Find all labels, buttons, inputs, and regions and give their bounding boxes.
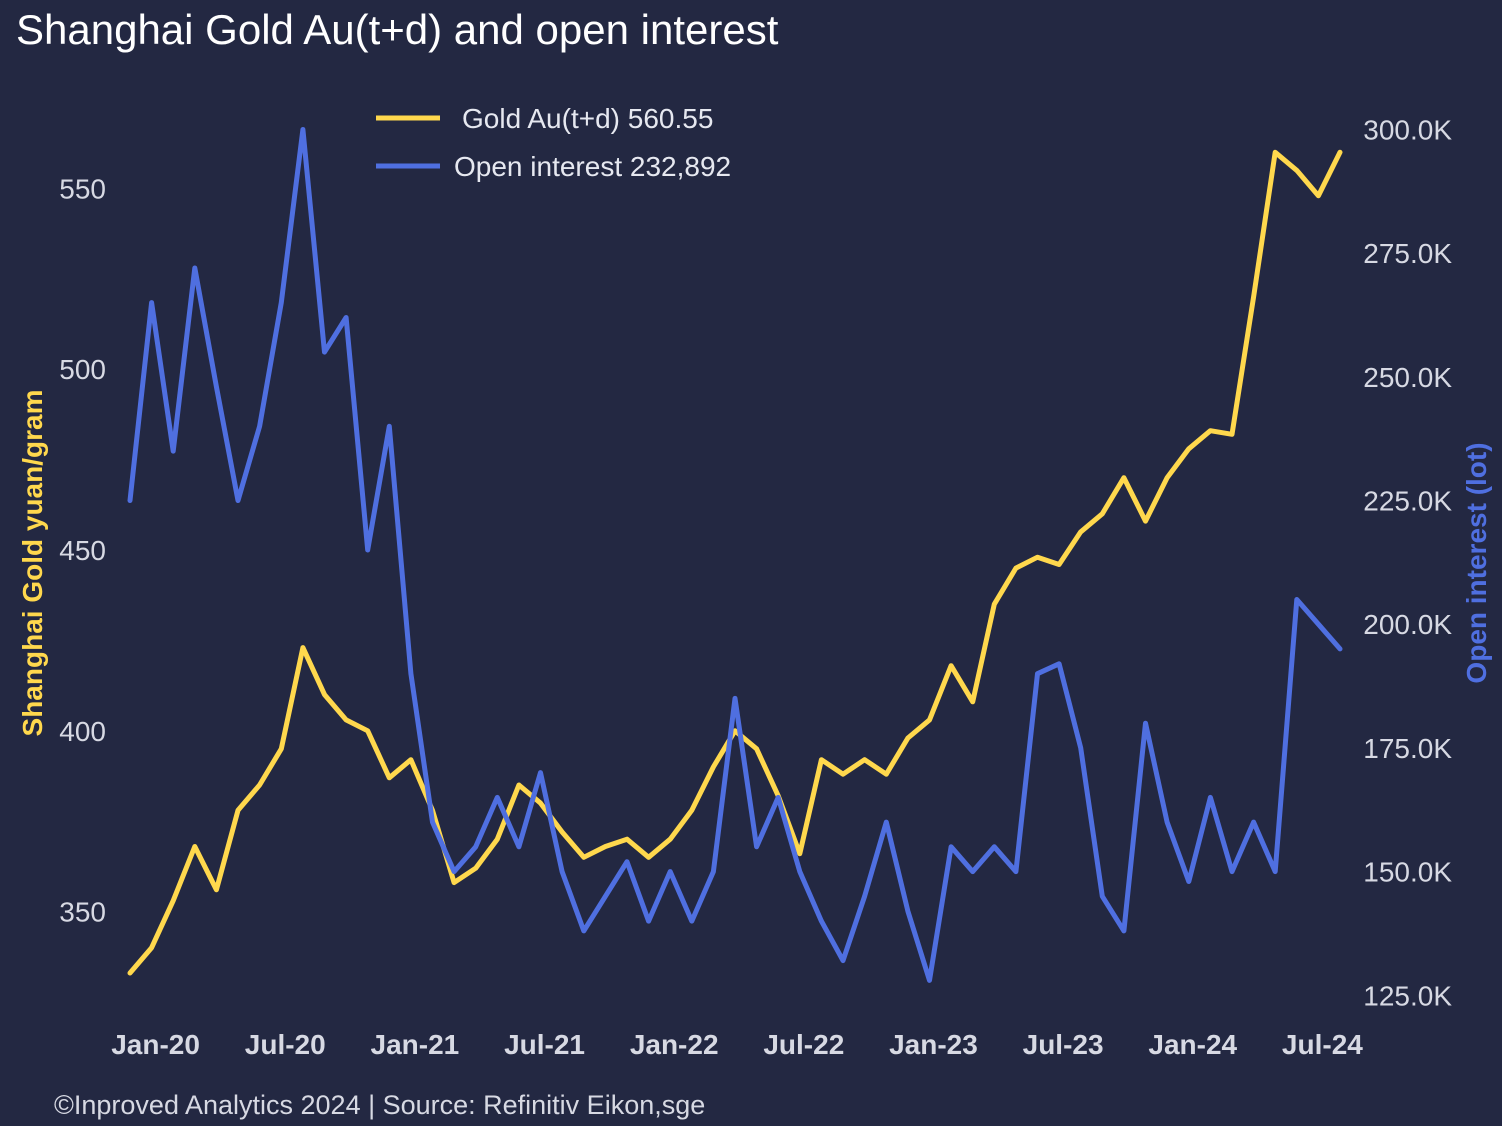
y-right-axis-label: Open interest (lot)	[1461, 442, 1492, 683]
x-tick-label: Jan-21	[371, 1029, 460, 1060]
footer-credit: ©Inproved Analytics 2024 | Source: Refin…	[54, 1090, 705, 1120]
y-left-tick-label: 350	[59, 897, 106, 928]
y-right-tick-label: 275.0K	[1363, 238, 1452, 269]
series-layer	[127, 127, 1343, 983]
y-right-tick-label: 200.0K	[1363, 609, 1452, 640]
y-left-tick-label: 500	[59, 354, 106, 385]
x-tick-label: Jul-24	[1282, 1029, 1363, 1060]
y-right-tick-label: 300.0K	[1363, 114, 1452, 145]
gold-series-line	[127, 149, 1343, 976]
y-right-tick-label: 175.0K	[1363, 733, 1452, 764]
y-right-tick-label: 225.0K	[1363, 486, 1452, 517]
y-left-tick-label: 550	[59, 173, 106, 204]
legend-label-gold: Gold Au(t+d) 560.55	[462, 103, 713, 134]
y-right-axis: 125.0K 150.0K 175.0K 200.0K 225.0K 250.0K 275.…	[1363, 114, 1452, 1011]
x-axis: Jan-20 Jul-20 Jan-21 Jul-21 Jan-22 Jul-22 Jan-…	[111, 1029, 1363, 1060]
chart-title: Shanghai Gold Au(t+d) and open interest	[16, 6, 779, 53]
y-left-axis: 350 400 450 500 550	[59, 173, 106, 927]
legend-label-open-interest: Open interest 232,892	[454, 151, 731, 182]
y-right-tick-label: 150.0K	[1363, 857, 1452, 888]
y-left-axis-label: Shanghai Gold yuan/gram	[17, 390, 48, 737]
x-tick-label: Jan-22	[630, 1029, 719, 1060]
x-tick-label: Jan-23	[889, 1029, 978, 1060]
x-tick-label: Jul-21	[504, 1029, 585, 1060]
legend: Gold Au(t+d) 560.55 Open interest 232,892	[376, 103, 731, 182]
x-tick-label: Jan-20	[111, 1029, 200, 1060]
y-right-tick-label: 125.0K	[1363, 980, 1452, 1011]
x-tick-label: Jan-24	[1148, 1029, 1237, 1060]
open-interest-series-line	[127, 127, 1343, 983]
y-left-tick-label: 400	[59, 716, 106, 747]
x-tick-label: Jul-22	[763, 1029, 844, 1060]
y-left-tick-label: 450	[59, 535, 106, 566]
x-tick-label: Jul-20	[245, 1029, 326, 1060]
x-tick-label: Jul-23	[1023, 1029, 1104, 1060]
y-right-tick-label: 250.0K	[1363, 362, 1452, 393]
